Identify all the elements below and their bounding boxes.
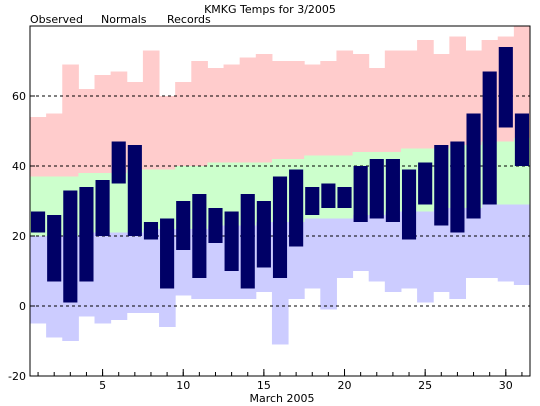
observed-bar	[305, 187, 320, 215]
y-tick-label: -20	[8, 370, 26, 383]
record-high-bar	[175, 82, 192, 166]
record-high-bar	[271, 61, 289, 159]
record-high-bar	[288, 61, 305, 159]
x-tick-label: 10	[176, 379, 190, 392]
record-high-bar	[142, 50, 160, 170]
record-high-bar	[352, 54, 370, 152]
observed-bar	[321, 183, 336, 208]
record-low-bar	[142, 229, 160, 313]
record-high-bar	[384, 50, 402, 152]
observed-bar	[127, 145, 142, 236]
record-low-bar	[126, 232, 144, 313]
record-low-bar	[513, 204, 531, 285]
observed-bar	[47, 215, 62, 282]
observed-layer	[31, 47, 529, 303]
x-tick-label: 25	[418, 379, 432, 392]
record-high-bar	[417, 40, 434, 149]
observed-bar	[418, 162, 433, 205]
observed-bar	[289, 169, 304, 247]
x-tick-label: 15	[257, 379, 271, 392]
observed-bar	[353, 166, 368, 222]
record-high-bar	[255, 54, 273, 163]
record-high-bar	[46, 113, 63, 177]
normal-range-bar	[223, 162, 241, 226]
x-tick-label: 20	[338, 379, 352, 392]
legend-observed: Observed	[30, 13, 83, 26]
y-tick-label: 0	[19, 300, 26, 313]
record-low-bar	[465, 208, 483, 278]
record-low-bar	[433, 208, 450, 292]
record-low-bar	[304, 218, 321, 289]
record-high-bar	[191, 61, 208, 166]
record-low-bar	[481, 204, 499, 278]
observed-bar	[369, 159, 384, 219]
observed-bar	[401, 169, 417, 240]
observed-bar	[240, 194, 255, 289]
record-low-bar	[336, 218, 354, 278]
normal-range-bar	[110, 173, 128, 233]
observed-bar	[143, 222, 159, 240]
record-low-bar	[110, 232, 128, 320]
record-high-bar	[78, 89, 96, 173]
observed-bar	[192, 194, 207, 278]
observed-bar	[176, 201, 191, 250]
y-tick-label: 40	[12, 160, 26, 173]
observed-bar	[337, 187, 352, 208]
observed-bar	[466, 113, 481, 219]
observed-bar	[434, 145, 449, 226]
observed-bar	[31, 211, 46, 233]
record-low-bar	[384, 211, 402, 292]
record-high-bar	[30, 117, 47, 177]
observed-bar	[79, 187, 94, 282]
observed-bar	[111, 141, 126, 184]
record-high-bar	[304, 64, 321, 156]
record-high-bar	[159, 96, 176, 170]
record-high-bar	[320, 61, 337, 156]
record-high-bar	[449, 36, 466, 145]
record-low-bar	[497, 204, 515, 282]
y-tick-label: 20	[12, 230, 26, 243]
record-high-bar	[239, 57, 257, 163]
record-high-bar	[94, 75, 112, 173]
record-high-bar	[223, 64, 241, 163]
record-high-bar	[433, 54, 450, 149]
observed-bar	[498, 47, 513, 128]
x-axis-label: March 2005	[249, 392, 314, 405]
normal-range-bar	[142, 169, 160, 229]
observed-bar	[482, 71, 497, 205]
record-high-bar	[62, 64, 79, 177]
observed-bar	[208, 208, 223, 243]
observed-bar	[95, 180, 110, 236]
record-low-bar	[94, 232, 112, 324]
normal-range-bar	[159, 169, 176, 229]
record-low-bar	[352, 215, 370, 271]
record-high-bar	[336, 50, 354, 156]
record-high-bar	[400, 50, 418, 149]
x-tick-label: 5	[99, 379, 106, 392]
axes-layer: -20 0 20 40 60 5 10 15 20 25 30	[8, 25, 531, 392]
record-high-bar	[207, 68, 225, 163]
record-low-bar	[207, 225, 225, 299]
observed-bar	[514, 113, 529, 166]
legend-records: Records	[167, 13, 211, 26]
observed-bar	[63, 190, 78, 303]
normal-range-bar	[497, 141, 515, 205]
record-high-bar	[513, 26, 531, 138]
record-low-bar	[368, 215, 386, 282]
record-low-bar	[30, 236, 47, 324]
observed-bar	[385, 159, 400, 222]
x-tick-label: 30	[499, 379, 513, 392]
observed-bar	[450, 141, 465, 233]
record-low-bar	[417, 211, 434, 303]
observed-bar	[256, 201, 271, 268]
observed-bar	[224, 211, 239, 271]
chart-title: KMKG Temps for 3/2005	[204, 3, 336, 16]
y-tick-label: 60	[12, 90, 26, 103]
record-high-bar	[368, 68, 386, 152]
observed-bar	[160, 218, 175, 289]
observed-bar	[272, 176, 288, 278]
record-low-bar	[320, 218, 337, 310]
legend-normals: Normals	[101, 13, 147, 26]
